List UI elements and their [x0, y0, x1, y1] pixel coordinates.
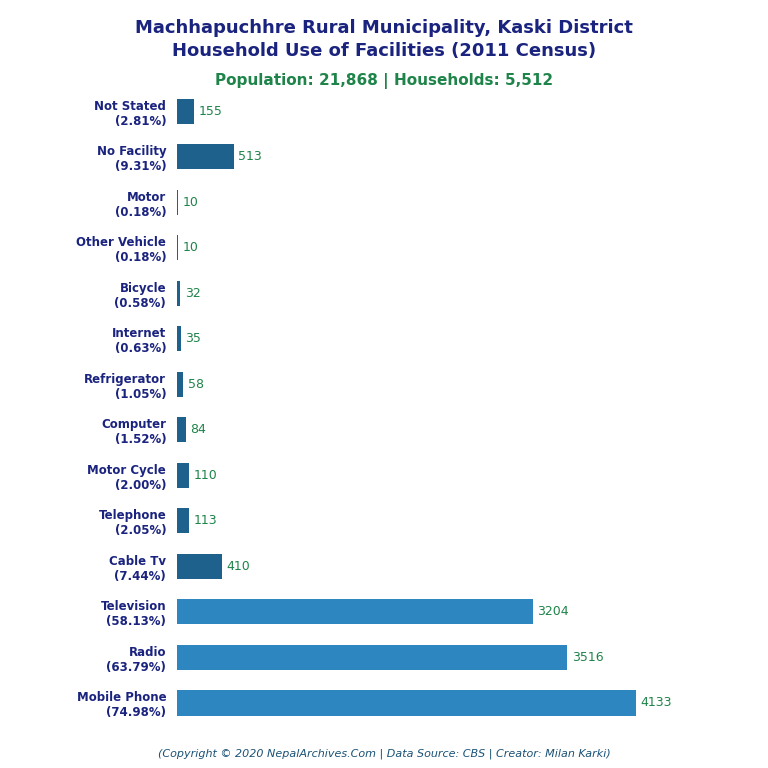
- Text: 10: 10: [182, 241, 198, 254]
- Bar: [177, 326, 180, 351]
- Text: 58: 58: [187, 378, 204, 391]
- Text: 155: 155: [198, 104, 222, 118]
- Bar: [177, 645, 568, 670]
- Bar: [177, 508, 189, 534]
- Text: Population: 21,868 | Households: 5,512: Population: 21,868 | Households: 5,512: [215, 73, 553, 89]
- Text: 84: 84: [190, 423, 207, 436]
- Text: 35: 35: [185, 333, 201, 346]
- Bar: [177, 144, 233, 169]
- Text: (Copyright © 2020 NepalArchives.Com | Data Source: CBS | Creator: Milan Karki): (Copyright © 2020 NepalArchives.Com | Da…: [157, 748, 611, 759]
- Bar: [177, 554, 222, 579]
- Bar: [177, 372, 183, 397]
- Bar: [177, 690, 636, 716]
- Text: 3516: 3516: [571, 651, 604, 664]
- Bar: [177, 98, 194, 124]
- Bar: [177, 280, 180, 306]
- Text: 113: 113: [194, 515, 217, 528]
- Text: Machhapuchhre Rural Municipality, Kaski District: Machhapuchhre Rural Municipality, Kaski …: [135, 19, 633, 37]
- Text: 3204: 3204: [537, 605, 569, 618]
- Text: 10: 10: [182, 196, 198, 209]
- Bar: [177, 599, 533, 624]
- Text: Household Use of Facilities (2011 Census): Household Use of Facilities (2011 Census…: [172, 42, 596, 60]
- Text: 32: 32: [184, 286, 200, 300]
- Text: 513: 513: [238, 150, 262, 163]
- Text: 410: 410: [227, 560, 250, 573]
- Text: 110: 110: [194, 468, 217, 482]
- Bar: [177, 463, 189, 488]
- Text: 4133: 4133: [641, 697, 672, 710]
- Bar: [177, 417, 186, 442]
